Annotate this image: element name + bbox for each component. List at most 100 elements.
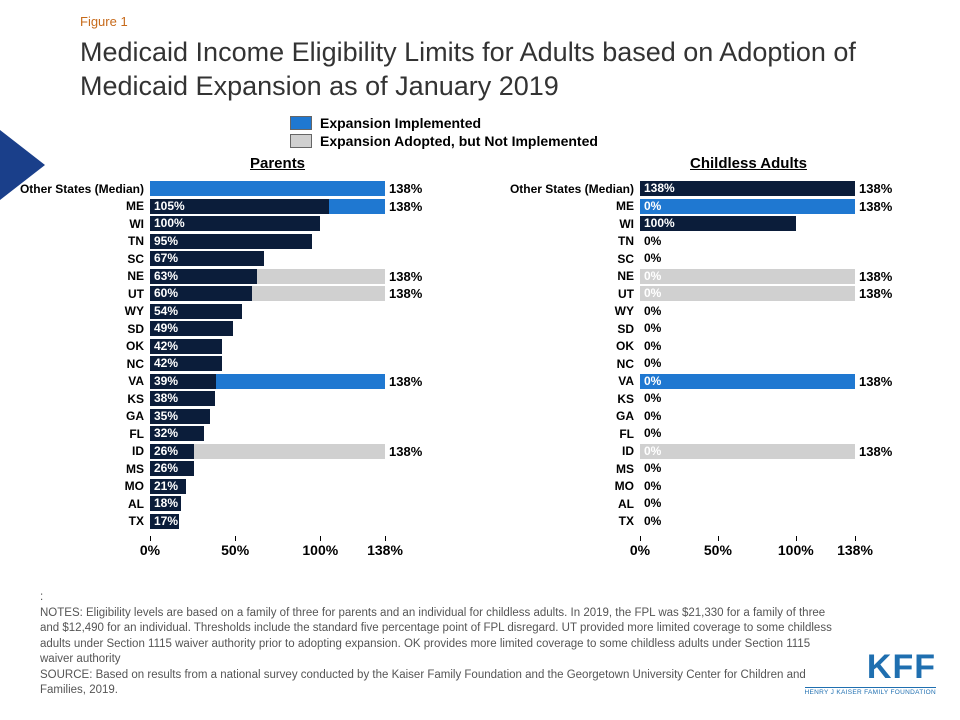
- axis-tick-label: 0%: [140, 542, 160, 558]
- bar-value-label: 39%: [154, 374, 178, 389]
- notes-prefix: :: [40, 590, 840, 606]
- chart-row: GA35%: [0, 408, 490, 426]
- axis-tick-label: 138%: [367, 542, 403, 558]
- row-label: NC: [0, 357, 150, 371]
- bar-value-label: 38%: [154, 391, 178, 406]
- bar-area: 0%: [640, 251, 855, 266]
- bar-area: 18%: [150, 496, 385, 511]
- axis-tick-label: 0%: [630, 542, 650, 558]
- bar-value-label: 0%: [644, 199, 661, 214]
- bar-value-label: 100%: [154, 216, 185, 231]
- bar-area: 67%: [150, 251, 385, 266]
- bar-value-label: 0%: [644, 479, 661, 494]
- axis-tick: [385, 536, 386, 541]
- bar-area: 0%: [640, 391, 855, 406]
- axis-tick: [855, 536, 856, 541]
- bar-area: 0%: [640, 234, 855, 249]
- bar-area: 0%: [640, 339, 855, 354]
- bar-value-label: 60%: [154, 286, 178, 301]
- row-label: MS: [0, 462, 150, 476]
- chart-row: TX0%: [490, 513, 950, 531]
- bar-value-label: 35%: [154, 409, 178, 424]
- legend-adopted: Expansion Adopted, but Not Implemented: [290, 133, 598, 149]
- bar-area: 42%: [150, 356, 385, 371]
- axis-tick: [235, 536, 236, 541]
- bar-area: 0%138%: [640, 199, 855, 214]
- bar-area: 0%: [640, 304, 855, 319]
- bar-area: 17%: [150, 514, 385, 529]
- legend: Expansion Implemented Expansion Adopted,…: [290, 115, 598, 151]
- source-text: SOURCE: Based on results from a national…: [40, 668, 840, 699]
- bar-value-label: 17%: [154, 514, 178, 529]
- row-label: SD: [490, 322, 640, 336]
- bar-implemented: [150, 181, 385, 196]
- bar-area: 100%: [640, 216, 855, 231]
- axis-tick-label: 138%: [837, 542, 873, 558]
- row-label: UT: [0, 287, 150, 301]
- bar-value-label: 21%: [154, 479, 178, 494]
- chart-row: WY0%: [490, 303, 950, 321]
- bar-implemented: [640, 374, 855, 389]
- axis-childless: 0%50%100%138%: [490, 536, 950, 566]
- chart-row: KS38%: [0, 390, 490, 408]
- bar-end-label: 138%: [389, 199, 422, 214]
- chart-row: NC 42%: [0, 355, 490, 373]
- row-label: Other States (Median): [0, 182, 150, 196]
- legend-swatch-implemented: [290, 116, 312, 130]
- chart-row: TX17%: [0, 513, 490, 531]
- row-label: WI: [490, 217, 640, 231]
- bar-end-label: 138%: [859, 199, 892, 214]
- chart-row: VA39%138%: [0, 373, 490, 391]
- bar-value-label: 0%: [644, 409, 661, 424]
- bar-value-label: 95%: [154, 234, 178, 249]
- row-label: OK: [490, 339, 640, 353]
- bar-value-label: 0%: [644, 391, 661, 406]
- bar-area: 35%: [150, 409, 385, 424]
- bar-value-label: 42%: [154, 356, 178, 371]
- bar-value-label: 105%: [154, 199, 185, 214]
- bar-area: 0%138%: [640, 286, 855, 301]
- axis-tick: [320, 536, 321, 541]
- page-title: Medicaid Income Eligibility Limits for A…: [80, 36, 920, 104]
- chart-row: MS 26%: [0, 460, 490, 478]
- bar-area: 0%138%: [640, 374, 855, 389]
- bar-value-label: 0%: [644, 496, 661, 511]
- chart-row: WI 100%: [490, 215, 950, 233]
- chart-row: SD0%: [490, 320, 950, 338]
- kff-logo-sub: HENRY J KAISER FAMILY FOUNDATION: [805, 687, 936, 696]
- chart-row: FL32%: [0, 425, 490, 443]
- bar-area: 138%138%: [640, 181, 855, 196]
- row-label: SC: [490, 252, 640, 266]
- chart-row: Other States (Median)138%: [0, 180, 490, 198]
- bar-area: 49%: [150, 321, 385, 336]
- row-label: TN: [490, 234, 640, 248]
- row-label: ID: [0, 444, 150, 458]
- bar-area: 0%: [640, 514, 855, 529]
- bar-value-label: 26%: [154, 461, 178, 476]
- bar-area: 138%: [150, 181, 385, 196]
- bar-value-label: 0%: [644, 234, 661, 249]
- bar-area: 0%: [640, 461, 855, 476]
- bar-value-label: 26%: [154, 444, 178, 459]
- row-label: MS: [490, 462, 640, 476]
- bar-area: 0%: [640, 409, 855, 424]
- bar-area: 21%: [150, 479, 385, 494]
- bar-end-label: 138%: [389, 374, 422, 389]
- chart-row: ID26%138%: [0, 443, 490, 461]
- chart-row: UT60%138%: [0, 285, 490, 303]
- bar-area: 0%: [640, 356, 855, 371]
- row-label: MO: [490, 479, 640, 493]
- chart-row: MO21%: [0, 478, 490, 496]
- bar-value-label: 100%: [644, 216, 675, 231]
- bar-area: 54%: [150, 304, 385, 319]
- row-label: UT: [490, 287, 640, 301]
- chart-row: VA0%138%: [490, 373, 950, 391]
- bar-area: 0%138%: [640, 269, 855, 284]
- chart-row: NC0%: [490, 355, 950, 373]
- axis-tick: [150, 536, 151, 541]
- row-label: TX: [490, 514, 640, 528]
- bar-value-label: 49%: [154, 321, 178, 336]
- chart-row: WY54%: [0, 303, 490, 321]
- bar-value-label: 54%: [154, 304, 178, 319]
- chart-row: OK0%: [490, 338, 950, 356]
